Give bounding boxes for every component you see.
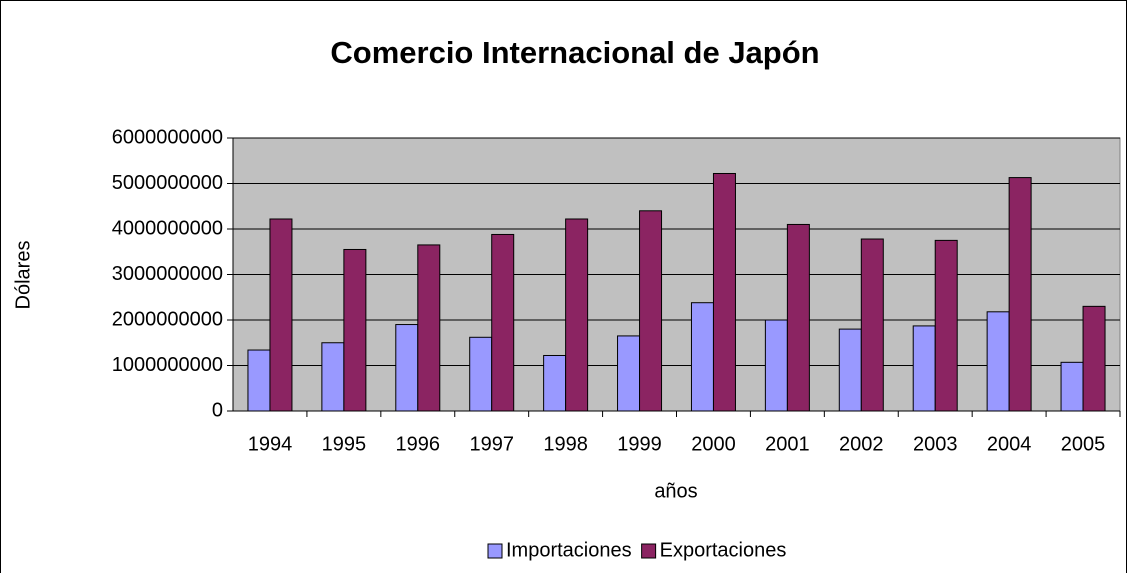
- bar: [491, 233, 515, 412]
- legend-label: Exportaciones: [660, 539, 787, 561]
- bar: [639, 210, 663, 412]
- bar: [764, 319, 788, 412]
- bar: [1008, 177, 1032, 412]
- x-tick-label: 2005: [1061, 433, 1106, 455]
- bar: [269, 218, 293, 412]
- x-axis-title: años: [654, 480, 697, 502]
- bar: [321, 342, 345, 412]
- bar: [247, 349, 271, 412]
- x-tick-label: 1998: [543, 433, 588, 455]
- chart-title: Comercio Internacional de Japón: [330, 35, 819, 70]
- x-tick-label: 2004: [987, 433, 1032, 455]
- x-tick-label: 1994: [248, 433, 293, 455]
- bar: [543, 354, 567, 412]
- x-tick-label: 1996: [396, 433, 441, 455]
- x-tick-label: 2001: [765, 433, 810, 455]
- bar: [912, 325, 936, 412]
- bar: [690, 302, 714, 412]
- y-tick-label: 0: [212, 399, 223, 421]
- bar: [617, 335, 641, 412]
- bar: [1060, 361, 1084, 412]
- y-tick-label: 3000000000: [112, 263, 223, 285]
- y-tick-label: 6000000000: [112, 126, 223, 148]
- bar: [565, 218, 589, 412]
- x-tick-label: 2002: [839, 433, 884, 455]
- bar: [1082, 305, 1106, 412]
- bar: [934, 239, 958, 412]
- legend-swatch: [641, 543, 657, 559]
- x-tick-label: 2003: [913, 433, 958, 455]
- x-tick-label: 1997: [469, 433, 514, 455]
- legend-swatch: [487, 543, 503, 559]
- legend-label: Importaciones: [506, 539, 632, 561]
- x-tick-label: 1995: [322, 433, 367, 455]
- y-axis-title: Dólares: [12, 241, 34, 310]
- y-tick-label: 5000000000: [112, 172, 223, 194]
- bar: [343, 248, 367, 412]
- bar: [712, 172, 736, 412]
- bar: [395, 324, 419, 412]
- x-tick-label: 1999: [617, 433, 662, 455]
- bar: [986, 311, 1010, 412]
- bar: [860, 238, 884, 412]
- y-tick-label: 2000000000: [112, 308, 223, 330]
- y-tick-label: 4000000000: [112, 217, 223, 239]
- bar: [469, 336, 493, 412]
- y-tick-label: 1000000000: [112, 354, 223, 376]
- bar: [838, 328, 862, 412]
- bar: [417, 244, 441, 412]
- x-tick-label: 2000: [691, 433, 736, 455]
- bar: [786, 223, 810, 412]
